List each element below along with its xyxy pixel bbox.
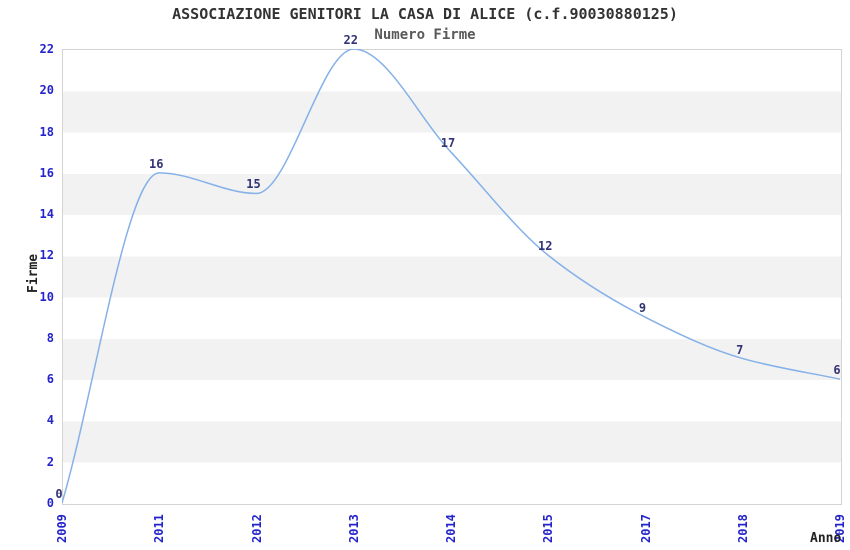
y-tick-label: 0	[46, 496, 54, 510]
x-tick-label: 2012	[249, 514, 264, 543]
line-series-svg	[62, 49, 840, 503]
y-tick-label: 22	[39, 42, 54, 56]
y-tick-label: 20	[39, 83, 54, 98]
data-point-label: 7	[736, 342, 744, 357]
y-tick-label: 8	[46, 330, 54, 345]
x-tick-label: 2013	[346, 514, 361, 543]
y-axis-title: Firme	[26, 253, 41, 293]
x-tick-label: 2009	[55, 514, 69, 543]
x-tick-label: 2015	[541, 514, 556, 543]
x-tick-label: 2011	[152, 514, 167, 543]
series-line	[62, 49, 840, 503]
y-tick-label: 16	[39, 165, 54, 180]
y-tick-label: 2	[46, 454, 54, 469]
x-axis-title: Anno	[810, 531, 842, 546]
chart-subtitle: Numero Firme	[374, 27, 476, 43]
y-tick-label: 18	[39, 124, 54, 139]
y-tick-label: 14	[39, 207, 54, 222]
data-point-label: 0	[55, 487, 63, 501]
x-tick-label: 2014	[444, 514, 458, 543]
data-point-label: 9	[638, 301, 647, 316]
y-tick-label: 10	[39, 289, 54, 304]
data-point-label: 22	[343, 33, 358, 47]
y-tick-label: 12	[39, 248, 54, 263]
data-point-label: 16	[149, 156, 164, 171]
y-tick-label: 6	[46, 372, 54, 387]
x-tick-label: 2018	[735, 514, 750, 543]
chart-title: ASSOCIAZIONE GENITORI LA CASA DI ALICE (…	[172, 5, 678, 23]
data-point-label: 15	[246, 177, 261, 192]
data-point-label: 17	[440, 136, 456, 151]
plot-area	[62, 49, 842, 505]
data-point-label: 6	[833, 363, 841, 378]
y-tick-label: 4	[46, 413, 54, 428]
data-point-label: 12	[538, 239, 553, 254]
x-tick-label: 2017	[638, 514, 653, 543]
